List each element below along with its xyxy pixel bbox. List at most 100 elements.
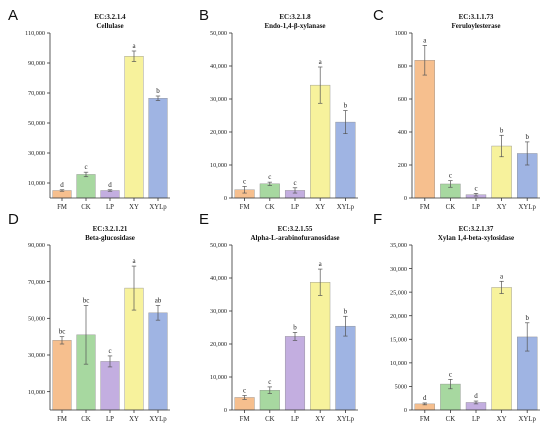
y-tick-label: 30,000 [210, 308, 227, 315]
x-tick-label: LP [291, 204, 299, 211]
significance-label: c [474, 184, 477, 192]
y-tick-label: 50,000 [210, 30, 227, 37]
y-tick-label: 15,000 [390, 336, 407, 343]
bar-xy [124, 56, 144, 199]
y-tick-label: 35,000 [390, 242, 407, 249]
enzyme-name: Endo-1,4-β-xylanase [264, 22, 325, 30]
significance-label: c [243, 386, 246, 394]
panel-letter: D [8, 211, 19, 228]
ec-number: EC:3.2.1.8 [279, 13, 311, 21]
x-tick-label: CK [81, 204, 91, 211]
x-tick-label: XY [315, 204, 325, 211]
x-tick-label: XYLp [337, 416, 355, 423]
significance-label: c [84, 163, 87, 171]
x-tick-label: CK [446, 204, 456, 211]
ec-number: EC:3.2.1.55 [278, 225, 313, 233]
significance-label: c [293, 179, 296, 187]
x-tick-label: FM [240, 204, 250, 211]
x-tick-label: XY [497, 204, 507, 211]
y-tick-label: 40,000 [210, 275, 227, 282]
enzyme-name: Alpha-L-arabinofuranosidase [250, 234, 339, 242]
x-tick-label: LP [106, 416, 114, 423]
significance-label: d [423, 394, 427, 402]
y-tick-label: 50,000 [210, 242, 227, 249]
x-tick-label: FM [57, 204, 67, 211]
x-tick-label: XYLp [337, 204, 355, 211]
y-tick-label: 25,000 [390, 289, 407, 296]
significance-label: c [449, 370, 452, 378]
y-tick-label: 10,000 [28, 180, 45, 187]
enzyme-name: Feruloylesterase [452, 22, 501, 30]
significance-label: c [268, 173, 271, 181]
significance-label: b [525, 133, 529, 141]
y-tick-label: 90,000 [28, 242, 45, 249]
significance-label: d [60, 181, 64, 189]
panel-letter: F [373, 211, 382, 228]
panel-letter: C [373, 7, 384, 24]
y-tick-label: 10,000 [390, 360, 407, 367]
bar-xylp [148, 312, 168, 411]
y-tick-label: 110,000 [25, 30, 45, 37]
x-tick-label: XYLp [519, 204, 537, 211]
y-tick-label: 20,000 [210, 341, 227, 348]
y-tick-label: 0 [224, 407, 227, 414]
x-tick-label: XYLp [149, 416, 167, 423]
x-tick-label: CK [265, 416, 275, 423]
bar-ck [76, 174, 96, 199]
x-tick-label: XY [129, 416, 139, 423]
x-tick-label: XY [497, 416, 507, 423]
significance-label: b [500, 126, 504, 134]
y-tick-label: 50,000 [28, 120, 45, 127]
bar-fm [52, 340, 72, 411]
x-tick-label: CK [81, 416, 91, 423]
x-tick-label: FM [240, 416, 250, 423]
bar-lp [100, 190, 120, 199]
bar-fm [414, 60, 435, 199]
y-tick-label: 70,000 [28, 90, 45, 97]
y-tick-label: 30,000 [28, 150, 45, 157]
enzyme-name: Cellulase [96, 22, 123, 30]
x-tick-label: XYLp [149, 204, 167, 211]
y-tick-label: 10,000 [210, 374, 227, 381]
y-tick-label: 40,000 [210, 63, 227, 70]
y-tick-label: 400 [398, 129, 407, 136]
x-tick-label: XY [315, 416, 325, 423]
bar-xy [491, 287, 512, 411]
y-tick-label: 20,000 [210, 129, 227, 136]
significance-label: b [293, 323, 297, 331]
y-tick-label: 0 [404, 195, 407, 202]
significance-label: a [319, 58, 323, 66]
y-tick-label: 1000 [395, 30, 407, 37]
x-tick-label: CK [265, 204, 275, 211]
bar-fm [52, 190, 72, 199]
enzyme-name: Xylan 1,4-beta-xylosidase [438, 234, 514, 242]
ec-number: EC:3.1.1.73 [459, 13, 494, 21]
significance-label: bc [59, 328, 66, 336]
x-tick-label: LP [472, 416, 480, 423]
x-tick-label: LP [106, 204, 114, 211]
bar-lp [284, 336, 306, 411]
x-tick-label: FM [420, 204, 430, 211]
y-tick-label: 0 [224, 195, 227, 202]
y-tick-label: 50,000 [28, 316, 45, 323]
significance-label: a [132, 42, 136, 50]
significance-label: b [525, 314, 529, 322]
significance-label: a [132, 257, 136, 265]
significance-label: c [108, 347, 111, 355]
y-tick-label: 200 [398, 162, 407, 169]
significance-label: bc [83, 297, 90, 305]
significance-label: b [344, 102, 348, 110]
significance-label: a [319, 260, 323, 268]
bar-xy [310, 282, 331, 411]
significance-label: c [449, 172, 452, 180]
x-tick-label: CK [446, 416, 456, 423]
y-tick-label: 10,000 [28, 389, 45, 396]
x-tick-label: LP [291, 416, 299, 423]
